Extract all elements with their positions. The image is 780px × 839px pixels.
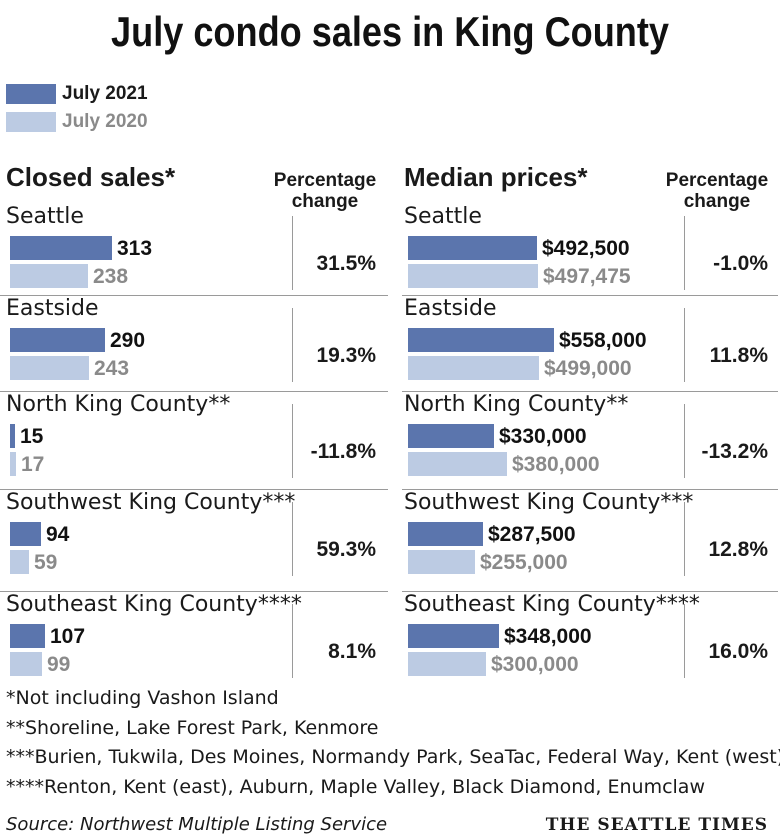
percentage-change-value: 8.1%: [328, 640, 376, 663]
value-label-2020: $497,475: [543, 265, 631, 288]
pct-header-line2: change: [683, 191, 751, 212]
bar-july-2021: [10, 236, 112, 260]
category-label: Southwest King County***: [6, 490, 296, 515]
bar-july-2021: [10, 424, 15, 448]
source-credit: Source: Northwest Multiple Listing Servi…: [6, 814, 388, 835]
bar-july-2021: [408, 624, 499, 648]
row-separator: [0, 489, 388, 490]
category-label: North King County**: [6, 392, 231, 417]
bar-july-2020: [408, 652, 486, 676]
column-divider: [684, 308, 685, 382]
pct-header-line1: Percentage: [273, 170, 377, 191]
footnote: ***Burien, Tukwila, Des Moines, Normandy…: [6, 746, 780, 768]
category-label: Seattle: [6, 204, 84, 229]
bar-july-2020: [10, 550, 29, 574]
row-separator: [0, 295, 388, 296]
percentage-change-value: -11.8%: [310, 440, 376, 463]
row-separator: [402, 489, 778, 490]
bar-july-2020: [408, 452, 507, 476]
row-separator: [0, 391, 388, 392]
column-divider: [292, 308, 293, 382]
footnote: **Shoreline, Lake Forest Park, Kenmore: [6, 716, 379, 739]
percentage-change-header: Percentage change: [662, 170, 772, 212]
value-label-2021: $492,500: [542, 237, 630, 260]
column-divider: [684, 404, 685, 478]
value-label-2020: 238: [93, 265, 129, 288]
value-label-2021: $558,000: [559, 329, 647, 352]
column-divider: [684, 604, 685, 678]
row-separator: [402, 391, 778, 392]
percentage-change-value: 19.3%: [316, 344, 376, 367]
row-separator: [402, 591, 778, 592]
bar-july-2021: [408, 424, 494, 448]
value-label-2020: 99: [47, 653, 71, 676]
footnotes: *Not including Vashon Island **Shoreline…: [6, 684, 780, 802]
category-label: North King County**: [404, 392, 629, 417]
column-divider: [292, 404, 293, 478]
percentage-change-value: 16.0%: [708, 640, 768, 663]
percentage-change-value: 11.8%: [709, 344, 768, 367]
category-label: Seattle: [404, 204, 482, 229]
row-separator: [0, 591, 388, 592]
bar-july-2020: [10, 452, 16, 476]
footnote: *Not including Vashon Island: [6, 687, 279, 709]
value-label-2021: $287,500: [488, 523, 576, 546]
bar-july-2021: [10, 522, 41, 546]
value-label-2021: 107: [50, 625, 86, 648]
percentage-change-value: 31.5%: [316, 252, 376, 275]
pct-header-line2: change: [291, 191, 359, 212]
publisher-logo: THE SEATTLE TIMES: [545, 815, 768, 835]
value-label-2021: 15: [20, 425, 44, 448]
value-label-2020: $255,000: [480, 551, 568, 574]
bar-july-2021: [408, 328, 554, 352]
footnote: ****Renton, Kent (east), Auburn, Maple V…: [6, 775, 705, 798]
value-label-2021: 94: [46, 523, 70, 546]
category-label: Eastside: [6, 296, 99, 321]
bar-july-2021: [408, 522, 483, 546]
percentage-change-value: -13.2%: [701, 440, 768, 463]
value-label-2020: $300,000: [491, 653, 579, 676]
pct-header-line1: Percentage: [665, 170, 769, 191]
bar-july-2021: [10, 624, 45, 648]
value-label-2020: $499,000: [544, 357, 632, 380]
bar-july-2020: [10, 652, 42, 676]
bar-july-2020: [408, 356, 539, 380]
percentage-change-value: -1.0%: [713, 252, 768, 275]
bar-july-2020: [408, 264, 538, 288]
legend-swatch-2020: [6, 112, 56, 132]
legend-swatch-2021: [6, 84, 56, 104]
panel-title: Median prices*: [404, 162, 588, 192]
value-label-2020: $380,000: [512, 453, 600, 476]
percentage-change-header: Percentage change: [270, 170, 380, 212]
column-divider: [292, 216, 293, 290]
value-label-2020: 243: [94, 357, 130, 380]
bar-july-2020: [408, 550, 475, 574]
bar-july-2021: [10, 328, 105, 352]
bar-july-2020: [10, 264, 88, 288]
bar-july-2021: [408, 236, 537, 260]
panel-title: Closed sales*: [6, 162, 176, 192]
chart-title: July condo sales in King County: [111, 8, 669, 55]
column-divider: [684, 216, 685, 290]
percentage-change-value: 59.3%: [316, 538, 376, 561]
value-label-2021: 313: [117, 237, 153, 260]
percentage-change-value: 12.8%: [708, 538, 768, 561]
value-label-2021: $348,000: [504, 625, 592, 648]
category-label: Eastside: [404, 296, 497, 321]
column-divider: [684, 502, 685, 576]
legend-label-2020: July 2020: [62, 111, 148, 132]
category-label: Southwest King County***: [404, 490, 694, 515]
row-separator: [402, 295, 778, 296]
category-label: Southeast King County****: [6, 592, 302, 617]
bar-july-2020: [10, 356, 89, 380]
category-label: Southeast King County****: [404, 592, 700, 617]
value-label-2021: $330,000: [499, 425, 587, 448]
column-divider: [292, 502, 293, 576]
value-label-2021: 290: [110, 329, 146, 352]
value-label-2020: 17: [21, 453, 45, 476]
column-divider: [292, 604, 293, 678]
legend-label-2021: July 2021: [62, 83, 148, 104]
value-label-2020: 59: [34, 551, 58, 574]
